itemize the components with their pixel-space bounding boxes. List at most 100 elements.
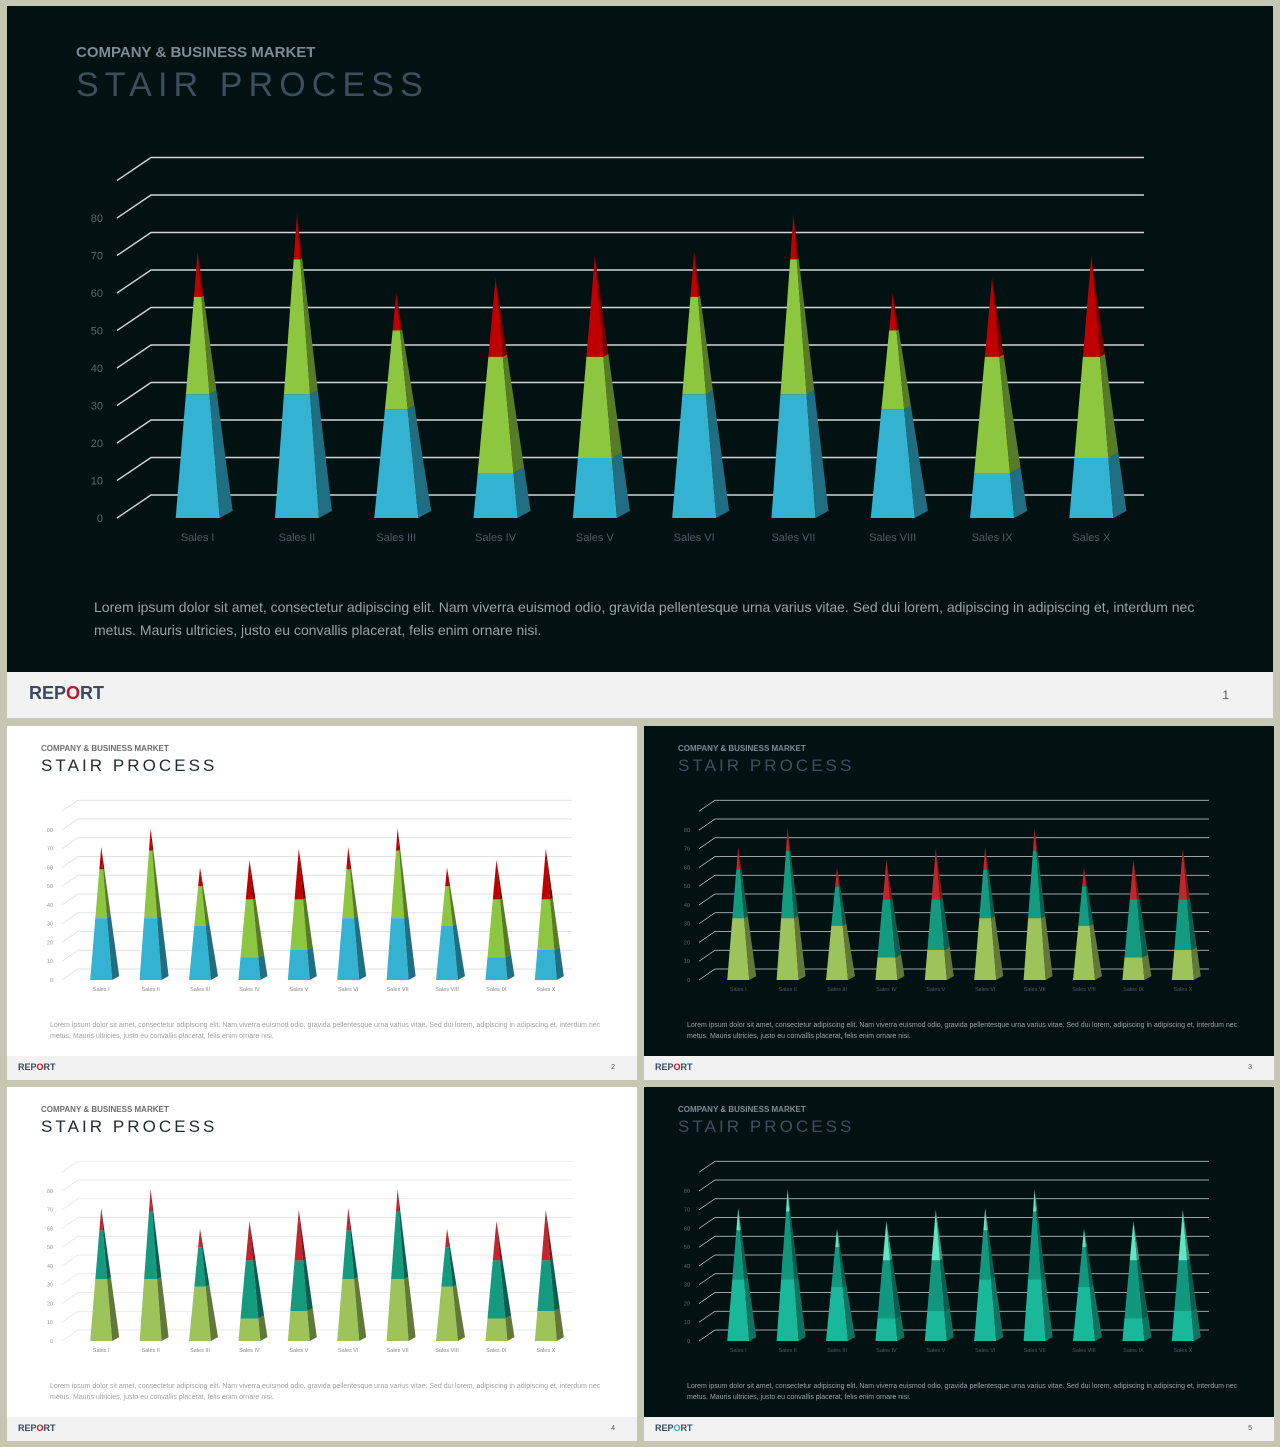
bar-segment-side [987, 1229, 995, 1280]
gridline [698, 893, 1209, 906]
x-category-label: Sales II [141, 1348, 160, 1354]
bar-segment-side [991, 1277, 1004, 1341]
bar-segment [1082, 867, 1086, 887]
logo-text-2: O [36, 1062, 44, 1072]
bar-segment [337, 918, 360, 980]
bar-segment [95, 1230, 108, 1280]
chart: 0 10 20 30 40 50 60 70 80 Sales I Sales II Sales II… [684, 799, 1209, 993]
x-category-label: Sales VI [674, 532, 715, 544]
x-category-label: Sales II [141, 987, 160, 993]
bar-segment-side [300, 258, 318, 395]
gridline [698, 1160, 1209, 1173]
bar-segment [1032, 828, 1037, 851]
x-category-label: Sales VIII [435, 1348, 459, 1354]
bar-segment-side [354, 916, 367, 980]
x-category-label: Sales I [93, 1348, 110, 1354]
bar-segment [386, 918, 409, 980]
bar-segment-side [399, 850, 409, 919]
slide-footer: REPORT 2 [7, 1056, 637, 1080]
bar-segment [198, 1228, 202, 1248]
bar-segment [175, 394, 220, 518]
bar-segment-side [500, 898, 512, 958]
report-logo: REPORT [655, 1062, 693, 1072]
y-tick-label: 50 [684, 884, 690, 890]
bar-segment [189, 1286, 212, 1341]
bar-segment-side [1085, 1246, 1094, 1287]
slide-3[interactable]: COMPANY & BUSINESS MARKET STAIR PROCESS … [644, 726, 1274, 1080]
bar-segment-side [1036, 850, 1046, 919]
x-category-label: Sales X [1173, 1348, 1192, 1354]
bar-segment-side [307, 947, 317, 980]
slide-footer: REPORT 4 [7, 1417, 637, 1441]
report-logo: REPORT [18, 1062, 56, 1072]
bar-segment-side [1182, 848, 1190, 900]
bar-segment [1171, 950, 1194, 980]
slide-background [7, 1087, 637, 1417]
bar-segment-side [201, 1246, 210, 1287]
bar-segment [1074, 356, 1109, 458]
bar-segment-side [209, 390, 233, 518]
bar-segment-side [103, 1229, 111, 1280]
gridline [61, 856, 572, 868]
bar-segment [1023, 1279, 1046, 1341]
bar-segment-side [838, 1246, 847, 1287]
logo-text-1: REP [655, 1062, 674, 1072]
bar-segment [780, 259, 807, 395]
slide-1[interactable]: COMPANY & BUSINESS MARKET STAIR PROCESS … [7, 6, 1273, 718]
bar-segment-side [991, 916, 1004, 980]
bar-segment-side [1036, 1211, 1046, 1280]
y-tick-label: 20 [47, 940, 53, 946]
bar-segment-side [513, 467, 531, 518]
x-category-label: Sales I [93, 987, 110, 993]
bar-segment-side [404, 1276, 416, 1341]
bar-segment-side [298, 848, 306, 900]
logo-text-3: RT [680, 1423, 693, 1433]
bar-segment-side [1182, 1209, 1190, 1261]
bar-segment-side [310, 390, 332, 518]
bar-segment [771, 394, 816, 518]
gridline [698, 1179, 1209, 1192]
y-tick-label: 30 [91, 400, 103, 412]
bar-segment [1069, 458, 1114, 518]
x-category-label: Sales VI [975, 1348, 996, 1354]
bar-segment [194, 1247, 206, 1287]
slide-4[interactable]: COMPANY & BUSINESS MARKET STAIR PROCESS … [7, 1087, 637, 1441]
bar-segment-side [200, 1228, 204, 1248]
chart: 0 10 20 30 40 50 60 70 80 Sales I Sales II Sales II… [47, 1160, 572, 1354]
y-tick-label: 10 [47, 1320, 53, 1326]
gridline [61, 1235, 572, 1248]
slide-5[interactable]: COMPANY & BUSINESS MARKET STAIR PROCESS … [644, 1087, 1274, 1441]
bar-segment-side [793, 214, 799, 260]
bar-segment-side [1191, 1308, 1201, 1341]
bar-segment-side [397, 1189, 401, 1212]
bar-segment [473, 473, 518, 518]
bar-segment [441, 1247, 453, 1287]
slide-background [7, 726, 637, 1056]
bar-segment-side [550, 897, 560, 950]
bar-segment [485, 957, 508, 980]
bar-segment [1073, 925, 1096, 980]
gridline [61, 874, 572, 887]
bar-segment-side [396, 293, 403, 331]
bar-segment [1124, 899, 1143, 958]
bar-segment-side [935, 848, 943, 900]
slide-body-text: Lorem ipsum dolor sit amet, consectetur … [50, 1383, 601, 1401]
bar-segment-side [796, 258, 815, 395]
bar-segment-side [1091, 255, 1105, 357]
bar-segment [970, 473, 1015, 518]
bar-segment-side [452, 923, 466, 980]
bar-segment-side [150, 1189, 154, 1212]
bar-segment-side [1041, 1276, 1053, 1341]
y-tick-label: 70 [91, 250, 103, 262]
bar-segment [1171, 1311, 1194, 1341]
bar-segment [534, 950, 557, 980]
x-category-label: Sales IX [1123, 1348, 1144, 1354]
bar-segment-side [935, 1209, 943, 1261]
bar-segment [831, 1247, 843, 1287]
logo-text-2: O [36, 1423, 44, 1433]
bar-segment [148, 828, 153, 851]
slide-2[interactable]: COMPANY & BUSINESS MARKET STAIR PROCESS … [7, 726, 637, 1080]
bar-segment [274, 394, 319, 518]
y-tick-label: 10 [684, 959, 690, 965]
x-category-label: Sales X [1173, 987, 1192, 993]
